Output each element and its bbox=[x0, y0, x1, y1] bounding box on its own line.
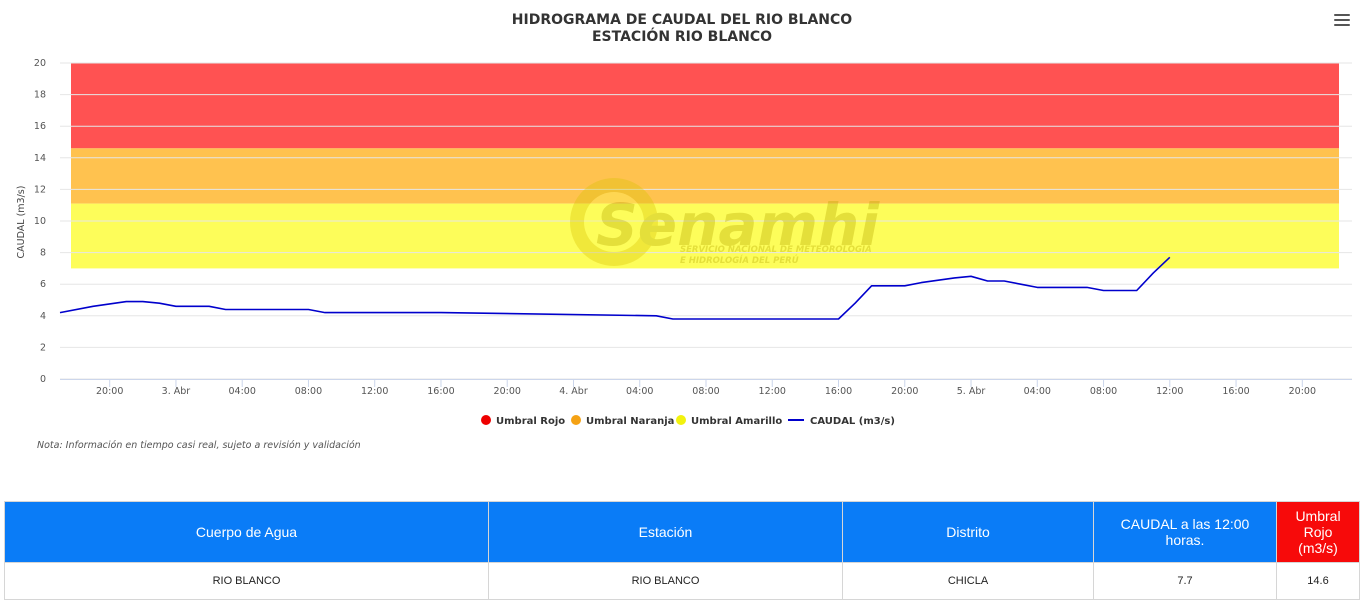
y-tick-label: 12 bbox=[34, 184, 46, 195]
y-tick-label: 16 bbox=[34, 121, 46, 132]
y-tick-label: 2 bbox=[40, 342, 46, 353]
x-tick-label: 08:00 bbox=[692, 386, 719, 397]
y-tick-label: 14 bbox=[34, 153, 46, 164]
header-distrito: Distrito bbox=[842, 501, 1094, 563]
senamhi-watermark: Senamhi SERVICIO NACIONAL DE METEOROLOGÍ… bbox=[570, 178, 880, 266]
y-tick-label: 18 bbox=[34, 90, 46, 101]
sun-logo-icon bbox=[570, 178, 658, 266]
legend-item-label: Umbral Rojo bbox=[496, 416, 565, 427]
cell-estacion: RIO BLANCO bbox=[488, 562, 843, 600]
x-tick-label: 3. Abr bbox=[162, 386, 191, 397]
y-axis-label: CAUDAL (m3/s) bbox=[16, 186, 27, 259]
legend-symbol-0 bbox=[481, 415, 491, 425]
x-tick-label: 5. Abr bbox=[957, 386, 986, 397]
legend-item-label: Umbral Naranja bbox=[586, 416, 674, 427]
x-tick-label: 16:00 bbox=[825, 386, 852, 397]
header-estacion: Estación bbox=[488, 501, 843, 563]
x-tick-label: 20:00 bbox=[1289, 386, 1316, 397]
x-tick-label: 20:00 bbox=[96, 386, 123, 397]
chart-title: HIDROGRAMA DE CAUDAL DEL RIO BLANCO bbox=[512, 12, 852, 28]
watermark-line2: E HIDROLOGÍA DEL PERÚ bbox=[680, 254, 799, 266]
y-tick-label: 6 bbox=[40, 279, 46, 290]
x-tick-label: 20:00 bbox=[494, 386, 521, 397]
x-tick-label: 16:00 bbox=[1222, 386, 1249, 397]
chart-legend: Umbral Rojo Umbral Naranja Umbral Amarillo… bbox=[481, 415, 895, 427]
table-header-row: Cuerpo de Agua Estación Distrito CAUDAL … bbox=[4, 501, 1360, 563]
watermark-line1: SERVICIO NACIONAL DE METEOROLOGÍA bbox=[680, 243, 872, 255]
legend-symbol-1 bbox=[571, 415, 581, 425]
band-umbral-rojo bbox=[71, 63, 1339, 149]
y-tick-label: 10 bbox=[34, 216, 46, 227]
band-umbral-amarillo bbox=[71, 203, 1339, 269]
y-tick-label: 20 bbox=[34, 58, 46, 69]
header-umbral-rojo: Umbral Rojo (m3/s) bbox=[1276, 501, 1360, 563]
legend-item-label: Umbral Amarillo bbox=[691, 416, 782, 427]
header-caudal: CAUDAL a las 12:00 horas. bbox=[1093, 501, 1277, 563]
legend-symbol-2 bbox=[676, 415, 686, 425]
watermark-brand: Senamhi bbox=[596, 191, 880, 259]
cell-caudal: 7.7 bbox=[1093, 562, 1277, 600]
x-tick-label: 04:00 bbox=[1024, 386, 1051, 397]
header-cuerpo-agua: Cuerpo de Agua bbox=[4, 501, 489, 563]
table-row: RIO BLANCO RIO BLANCO CHICLA 7.7 14.6 bbox=[4, 562, 1360, 600]
x-tick-label: 08:00 bbox=[295, 386, 322, 397]
cell-umbral-rojo: 14.6 bbox=[1276, 562, 1360, 600]
data-note: Nota: Información en tiempo casi real, s… bbox=[37, 440, 361, 451]
x-tick-label: 16:00 bbox=[427, 386, 454, 397]
cell-distrito: CHICLA bbox=[842, 562, 1094, 600]
x-tick-label: 04:00 bbox=[229, 386, 256, 397]
x-tick-label: 20:00 bbox=[891, 386, 918, 397]
chart-canvas: HIDROGRAMA DE CAUDAL DEL RIO BLANCO ESTA… bbox=[16, 12, 1352, 427]
cell-cuerpo-agua: RIO BLANCO bbox=[4, 562, 489, 600]
x-tick-label: 12:00 bbox=[759, 386, 786, 397]
hydrograph-chart: HIDROGRAMA DE CAUDAL DEL RIO BLANCO ESTA… bbox=[16, 12, 1352, 427]
series-line-caudal bbox=[59, 256, 1171, 320]
chart-menu-icon[interactable] bbox=[1334, 14, 1350, 28]
chart-subtitle: ESTACIÓN RIO BLANCO bbox=[592, 27, 772, 45]
x-tick-label: 04:00 bbox=[626, 386, 653, 397]
x-tick-label: 12:00 bbox=[1156, 386, 1183, 397]
y-tick-label: 4 bbox=[40, 311, 46, 322]
y-tick-label: 0 bbox=[40, 374, 46, 385]
x-tick-label: 4. Abr bbox=[559, 386, 588, 397]
x-tick-label: 08:00 bbox=[1090, 386, 1117, 397]
legend-item-label: CAUDAL (m3/s) bbox=[810, 416, 895, 427]
station-table: Cuerpo de Agua Estación Distrito CAUDAL … bbox=[4, 501, 1360, 600]
y-tick-label: 8 bbox=[40, 248, 46, 259]
x-tick-label: 12:00 bbox=[361, 386, 388, 397]
